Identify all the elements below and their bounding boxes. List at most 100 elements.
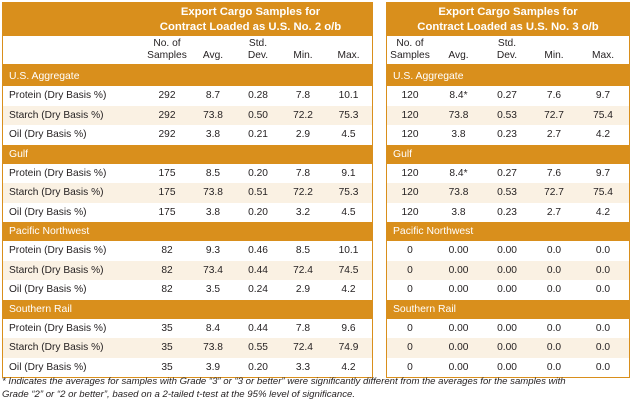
- cell-std-dev: 0.00: [497, 322, 517, 334]
- cell-max: 4.2: [341, 284, 356, 295]
- cell-max: 4.2: [595, 206, 611, 218]
- cell-min: 72.7: [544, 187, 564, 198]
- row-label: Starch (Dry Basis %): [9, 187, 104, 198]
- cell-std-dev: 0.46: [248, 245, 268, 256]
- cell-max: 75.3: [338, 109, 359, 121]
- cell-samples: 35: [161, 361, 173, 373]
- cell-avg: 0.00: [448, 245, 469, 256]
- cell-samples: 120: [401, 187, 419, 198]
- cell-min: 7.6: [546, 167, 562, 179]
- cell-std-dev: 0.21: [248, 129, 268, 140]
- table-row: Oil (Dry Basis %) 175 3.8 0.20 3.2 4.5: [3, 203, 372, 223]
- cell-samples: 35: [161, 342, 173, 353]
- row-label: Oil (Dry Basis %): [9, 206, 87, 218]
- header-min: Min.: [293, 50, 313, 61]
- cell-max: 0.0: [595, 342, 611, 353]
- cell-min: 7.6: [546, 90, 562, 101]
- header-max: Max.: [591, 50, 615, 61]
- cell-min: 2.7: [546, 129, 562, 140]
- header-label-spacer: [3, 36, 144, 64]
- header-avg: Avg.: [448, 50, 469, 61]
- cell-avg: 0.00: [448, 361, 469, 373]
- cell-std-dev: 0.53: [497, 109, 517, 121]
- cell-min: 72.7: [544, 109, 564, 121]
- cell-std-dev: 0.44: [248, 264, 268, 276]
- cell-max: 0.0: [595, 322, 611, 334]
- cell-avg: 3.8: [205, 206, 221, 218]
- section-header: Gulf: [387, 144, 629, 164]
- table-row: 0 0.00 0.00 0.0 0.0: [387, 338, 629, 358]
- table-row: 120 73.8 0.53 72.7 75.4: [387, 183, 629, 203]
- cell-std-dev: 0.55: [248, 342, 268, 353]
- table-row: 120 3.8 0.23 2.7 4.2: [387, 203, 629, 223]
- cell-std-dev: 0.27: [497, 167, 517, 179]
- cell-max: 75.3: [338, 187, 359, 198]
- cell-max: 74.5: [338, 264, 359, 276]
- cell-samples: 120: [401, 129, 419, 140]
- column-headers: No. of Samples Avg. Std. Dev. Min. Max.: [3, 36, 372, 67]
- cell-min: 0.0: [546, 342, 562, 353]
- row-label: Starch (Dry Basis %): [9, 342, 104, 353]
- cell-samples: 120: [401, 167, 419, 179]
- cell-min: 7.8: [295, 167, 311, 179]
- cell-samples: 0: [407, 342, 413, 353]
- cell-max: 9.1: [341, 167, 356, 179]
- cell-samples: 0: [407, 264, 413, 276]
- title-line-2: Contract Loaded as U.S. No. 2 o/b: [159, 21, 342, 33]
- cell-min: 0.0: [546, 245, 562, 256]
- section-header: Pacific Northwest: [3, 222, 372, 241]
- cell-samples: 120: [401, 206, 419, 218]
- table-row: Oil (Dry Basis %) 292 3.8 0.21 2.9 4.5: [3, 125, 372, 145]
- cell-max: 4.5: [341, 206, 356, 218]
- cell-min: 3.3: [295, 361, 311, 373]
- cell-std-dev: 0.44: [248, 322, 268, 334]
- cell-min: 7.8: [295, 90, 311, 101]
- cell-samples: 35: [161, 322, 173, 334]
- footnote: * Indicates the averages for samples wit…: [2, 375, 634, 401]
- cell-max: 75.4: [593, 109, 613, 121]
- section-header: U.S. Aggregate: [3, 67, 372, 86]
- header-std-dev: Std. Dev.: [247, 38, 269, 61]
- cell-avg: 3.5: [205, 284, 221, 295]
- section-header: U.S. Aggregate: [387, 67, 629, 86]
- cell-std-dev: 0.23: [497, 206, 517, 218]
- row-label: Starch (Dry Basis %): [9, 109, 104, 121]
- cell-avg: 3.8: [451, 206, 466, 218]
- section-header: Southern Rail: [3, 299, 372, 319]
- cell-samples: 292: [158, 109, 176, 121]
- table-row: Oil (Dry Basis %) 35 3.9 0.20 3.3 4.2: [3, 358, 372, 378]
- cell-min: 0.0: [546, 284, 562, 295]
- cell-samples: 82: [161, 245, 173, 256]
- cell-samples: 0: [407, 245, 413, 256]
- table-body: U.S. Aggregate 120 8.4* 0.27 7.6 9.7 120 73.8 0.…: [387, 67, 629, 377]
- column-headers: No. of Samples Avg. Std. Dev. Min. Max.: [387, 36, 629, 67]
- cell-avg: 3.8: [205, 129, 221, 140]
- cell-max: 4.2: [595, 129, 611, 140]
- header-no-of-samples: No. of Samples: [147, 38, 187, 61]
- cell-avg: 73.8: [203, 109, 223, 121]
- table-no3: Export Cargo Samples for Contract Loaded…: [386, 2, 630, 378]
- cell-avg: 8.4*: [449, 167, 468, 179]
- header-max: Max.: [337, 50, 360, 61]
- cell-std-dev: 0.23: [497, 129, 517, 140]
- cell-samples: 0: [407, 284, 413, 295]
- cell-avg: 73.8: [448, 187, 469, 198]
- cell-std-dev: 0.20: [248, 206, 268, 218]
- table-row: Protein (Dry Basis %) 35 8.4 0.44 7.8 9.6: [3, 319, 372, 339]
- cell-avg: 73.8: [203, 187, 223, 198]
- cell-min: 2.7: [546, 206, 562, 218]
- table-row: Protein (Dry Basis %) 292 8.7 0.28 7.8 10.1: [3, 86, 372, 106]
- cell-samples: 292: [158, 90, 176, 101]
- cell-samples: 0: [407, 361, 413, 373]
- cell-min: 8.5: [295, 245, 311, 256]
- table-row: Starch (Dry Basis %) 175 73.8 0.51 72.2 75.3: [3, 183, 372, 203]
- title-line-2: Contract Loaded as U.S. No. 3 o/b: [417, 21, 599, 33]
- header-std-dev: Std. Dev.: [496, 38, 518, 61]
- row-label: Protein (Dry Basis %): [9, 90, 107, 101]
- row-label: Protein (Dry Basis %): [9, 167, 107, 179]
- row-label: Protein (Dry Basis %): [9, 322, 107, 334]
- header-avg: Avg.: [202, 50, 224, 61]
- cell-min: 3.2: [295, 206, 311, 218]
- table-row: 0 0.00 0.00 0.0 0.0: [387, 241, 629, 261]
- cell-samples: 82: [161, 284, 173, 295]
